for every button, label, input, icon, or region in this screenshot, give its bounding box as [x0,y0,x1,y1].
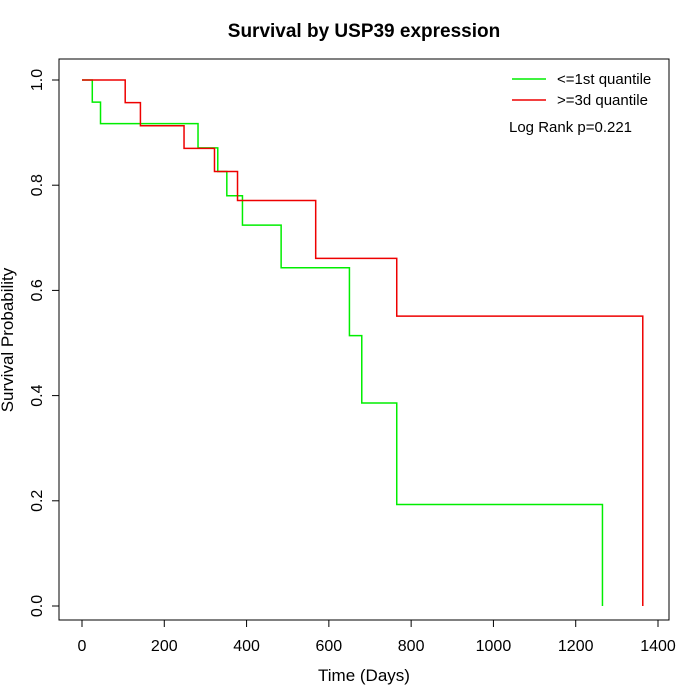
y-tick-label: 0.8 [29,174,46,196]
x-tick-label: 600 [316,638,343,655]
y-axis: 0.0 0.2 0.4 0.6 0.8 1.0 [29,69,60,617]
legend: <=1st quantile >=3d quantile [512,71,651,109]
chart-title: Survival by USP39 expression [228,21,500,42]
x-axis-label: Time (Days) [318,666,410,685]
series-layer [82,79,644,606]
y-axis-label: Survival Probability [0,267,17,412]
series-line-1 [82,79,604,606]
y-tick-label: 0.6 [29,279,46,301]
x-tick-label: 800 [398,638,425,655]
series-line-2 [82,79,644,606]
x-axis: 0 200 400 600 800 1000 1200 1400 [78,619,676,655]
log-rank-annotation: Log Rank p=0.221 [509,119,632,136]
y-tick-label: 0.0 [29,595,46,617]
y-tick-label: 1.0 [29,69,46,91]
x-tick-label: 400 [233,638,260,655]
legend-label-2: >=3d quantile [557,92,648,109]
x-tick-label: 0 [78,638,87,655]
y-tick-label: 0.4 [29,384,46,406]
legend-label-1: <=1st quantile [557,71,651,88]
x-tick-label: 1000 [476,638,512,655]
x-tick-label: 200 [151,638,178,655]
x-tick-label: 1400 [640,638,676,655]
x-tick-label: 1200 [558,638,594,655]
y-tick-label: 0.2 [29,490,46,512]
